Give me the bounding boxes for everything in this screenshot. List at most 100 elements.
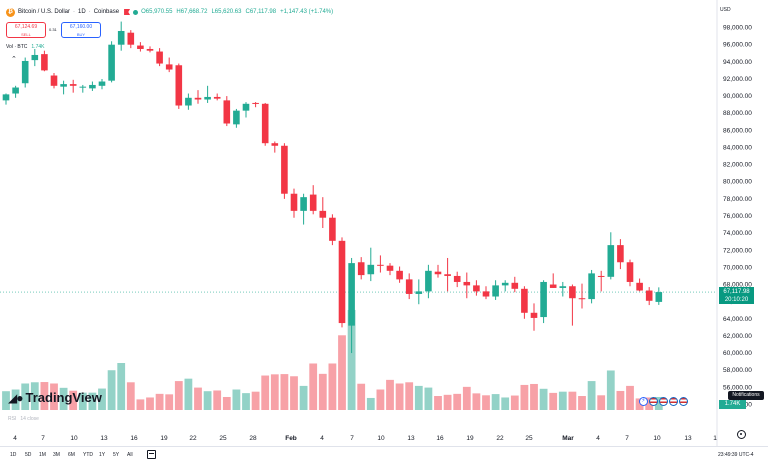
candle[interactable] (645, 287, 653, 306)
event-us-flag-icon[interactable] (659, 397, 668, 406)
tradingview-logo[interactable]: ◢● TradingView (8, 390, 102, 405)
buy-button[interactable]: 67,160.00 BUY (61, 22, 101, 38)
candle[interactable] (223, 96, 231, 127)
candle[interactable] (281, 143, 288, 199)
candle[interactable] (540, 280, 547, 324)
range-button-1d[interactable]: 1D (10, 452, 17, 458)
utc-clock[interactable]: 23:49:39 UTC-4 (718, 452, 754, 458)
symbol-name[interactable]: Bitcoin / U.S. Dollar (18, 9, 71, 15)
candle[interactable] (521, 286, 528, 319)
currency-label[interactable]: USD (720, 7, 731, 13)
event-us-flag-icon[interactable] (669, 397, 678, 406)
rsi-legend[interactable]: RSI 14 close (8, 416, 39, 422)
candle[interactable] (597, 270, 605, 292)
event-lightning-icon[interactable]: ⚡ (639, 397, 648, 406)
candle[interactable] (482, 286, 490, 300)
candle[interactable] (655, 287, 663, 305)
candle[interactable] (434, 264, 442, 278)
range-button-ytd[interactable]: YTD (83, 452, 93, 458)
sell-button[interactable]: 67,124.69 SELL (6, 22, 46, 38)
candle[interactable] (117, 21, 125, 51)
candle[interactable] (530, 303, 538, 331)
candle[interactable] (2, 93, 10, 105)
candle[interactable] (69, 79, 77, 93)
event-us-flag-icon[interactable] (679, 397, 688, 406)
candle[interactable] (578, 283, 586, 309)
candle[interactable] (50, 72, 58, 89)
candle[interactable] (127, 30, 135, 49)
candle[interactable] (473, 280, 480, 296)
candle[interactable] (165, 57, 173, 73)
candle[interactable] (319, 197, 327, 228)
candle[interactable] (367, 247, 375, 282)
candle[interactable] (233, 108, 240, 128)
candle[interactable] (156, 48, 163, 67)
collapse-legend-icon[interactable]: ⌃ (11, 56, 17, 63)
candle[interactable] (175, 63, 183, 109)
candle[interactable] (607, 232, 615, 280)
gear-icon[interactable] (737, 430, 746, 439)
candle[interactable] (444, 257, 451, 292)
candle[interactable] (60, 80, 67, 95)
candle[interactable] (636, 278, 643, 292)
price-axis[interactable]: 98,000.00 96,000.00 94,000.00 92,000.00 90,0… (723, 25, 752, 409)
candle[interactable] (12, 85, 19, 98)
event-us-flag-icon[interactable] (649, 397, 658, 406)
candle[interactable] (108, 41, 115, 83)
candle[interactable] (396, 266, 403, 283)
economic-events[interactable]: ⚡ (639, 397, 689, 406)
candle[interactable] (617, 239, 624, 270)
flag-icon[interactable] (124, 9, 131, 15)
candle[interactable] (559, 281, 567, 297)
range-button-1y[interactable]: 1Y (99, 452, 106, 458)
candle[interactable] (41, 50, 48, 72)
candle[interactable] (98, 78, 106, 90)
candle[interactable] (348, 257, 355, 354)
candle[interactable] (377, 255, 384, 273)
candle[interactable] (588, 269, 595, 304)
candle[interactable] (21, 57, 29, 88)
time-axis[interactable]: 4 7 10 13 16 19 22 25 28 Feb 4 7 10 13 16 19 22 25 Mar 4 7 10… (13, 435, 717, 442)
range-button-all[interactable]: All (127, 452, 133, 458)
candle[interactable] (194, 90, 202, 104)
candle[interactable] (501, 280, 509, 292)
candle[interactable] (242, 102, 250, 118)
candle[interactable] (425, 264, 432, 299)
candle[interactable] (290, 188, 298, 218)
candle[interactable] (204, 85, 211, 103)
candle[interactable] (386, 263, 394, 276)
range-button-6m[interactable]: 6M (68, 452, 75, 458)
candle[interactable] (185, 93, 192, 110)
candle[interactable] (357, 257, 365, 280)
range-button-1m[interactable]: 1M (39, 452, 46, 458)
candle[interactable] (511, 276, 519, 293)
range-button-5d[interactable]: 5D (25, 452, 32, 458)
candle[interactable] (463, 272, 471, 299)
candle[interactable] (492, 280, 499, 300)
notifications-tooltip[interactable]: Notifications (728, 391, 764, 400)
candle[interactable] (453, 271, 461, 288)
volume-legend[interactable]: Vol · BTC 1.74K (6, 44, 44, 50)
candle[interactable] (79, 84, 87, 93)
candle[interactable] (338, 237, 346, 328)
candle[interactable] (261, 102, 269, 146)
interval-label[interactable]: 1D (78, 9, 86, 15)
candle[interactable] (549, 273, 557, 288)
candle[interactable] (137, 42, 144, 52)
candle[interactable] (309, 185, 317, 215)
candle[interactable] (271, 141, 279, 153)
candle[interactable] (213, 93, 221, 101)
candle[interactable] (300, 193, 307, 225)
candle[interactable] (252, 102, 259, 108)
candle[interactable] (329, 214, 336, 246)
candle[interactable] (626, 259, 634, 287)
candle[interactable] (31, 48, 39, 67)
candle[interactable] (146, 46, 154, 53)
candle[interactable] (415, 279, 423, 305)
range-button-5y[interactable]: 5Y (113, 452, 120, 458)
calendar-icon[interactable] (147, 450, 156, 459)
candle[interactable] (405, 273, 413, 300)
candle[interactable] (89, 81, 96, 91)
candle[interactable] (569, 284, 576, 326)
